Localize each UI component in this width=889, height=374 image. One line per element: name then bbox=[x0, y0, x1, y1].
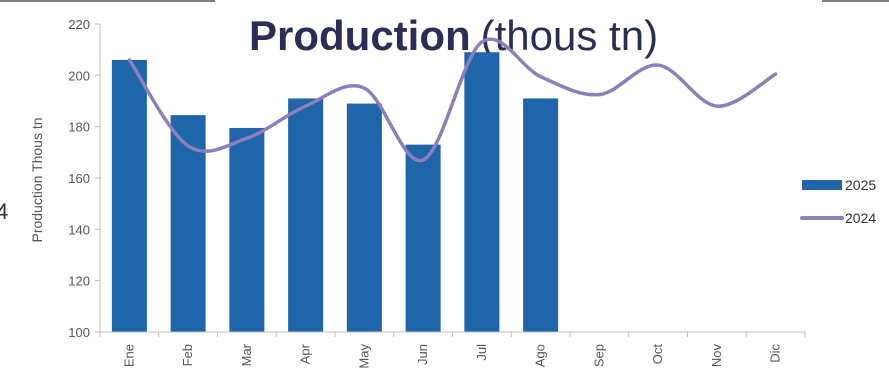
y-tick-label: 180 bbox=[68, 120, 90, 135]
bar-series bbox=[111, 52, 559, 332]
x-tick-label: Jul bbox=[474, 344, 489, 361]
stray-label: 4 bbox=[0, 199, 8, 224]
y-tick-label: 160 bbox=[68, 171, 90, 186]
bar-jul bbox=[464, 52, 500, 332]
x-tick-label: Feb bbox=[180, 344, 195, 366]
y-tick-label: 220 bbox=[68, 17, 90, 32]
x-tick-label: Ene bbox=[121, 344, 136, 367]
x-tick-label: Dic bbox=[768, 344, 783, 363]
line-series bbox=[127, 37, 778, 163]
bar-may bbox=[346, 103, 382, 332]
x-tick-label: Nov bbox=[709, 344, 724, 368]
legend-swatch-2025 bbox=[802, 180, 842, 190]
bar-apr bbox=[288, 98, 324, 332]
x-tick-label: Jun bbox=[415, 344, 430, 365]
x-tick-label: Oct bbox=[650, 344, 665, 365]
bar-ago bbox=[523, 98, 559, 332]
x-tick-label: Ago bbox=[533, 344, 548, 367]
x-axis-ticks: Ene Feb Mar Apr May Jun Jul Ago Sep Oct Nov Dic bbox=[99, 332, 806, 369]
x-tick-label: Apr bbox=[298, 343, 313, 364]
y-tick-label: 120 bbox=[68, 274, 90, 289]
bar-ene bbox=[111, 59, 147, 332]
y-axis-title: Production Thous tn bbox=[29, 117, 45, 242]
y-tick-label: 200 bbox=[68, 68, 90, 83]
line-2024 bbox=[127, 37, 778, 163]
chart-title-bold: Production bbox=[249, 12, 471, 59]
bar-mar bbox=[229, 127, 265, 332]
x-tick-label: Mar bbox=[239, 343, 254, 366]
y-axis-ticks: 100 120 140 160 180 200 220 bbox=[68, 17, 100, 340]
legend-label-2024: 2024 bbox=[845, 210, 876, 226]
y-tick-label: 100 bbox=[68, 325, 90, 340]
x-tick-label: Sep bbox=[591, 344, 606, 367]
chart-title: Production (thous tn) bbox=[249, 12, 658, 59]
x-tick-label: May bbox=[356, 344, 371, 369]
legend: 2025 2024 bbox=[800, 177, 876, 226]
chart-title-rest: (thous tn) bbox=[481, 12, 658, 59]
bar-jun bbox=[405, 144, 441, 332]
legend-label-2025: 2025 bbox=[845, 177, 876, 193]
y-tick-label: 140 bbox=[68, 222, 90, 237]
